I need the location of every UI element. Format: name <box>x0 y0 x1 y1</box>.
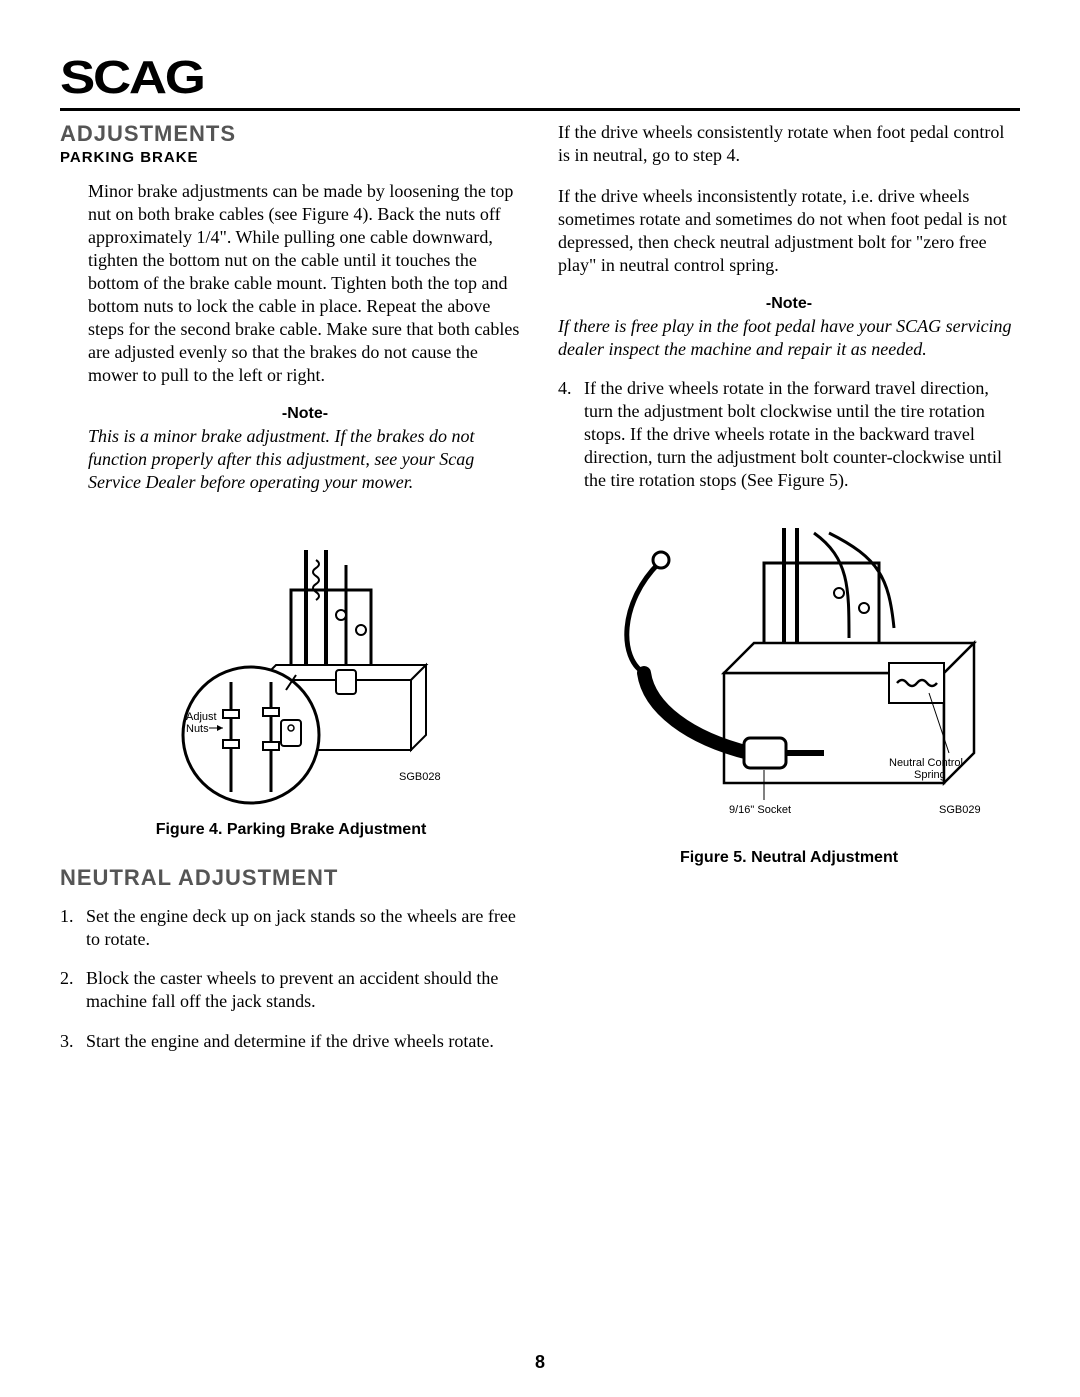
two-column-layout: ADJUSTMENTS PARKING BRAKE Minor brake ad… <box>60 121 1020 1053</box>
note-body-1: This is a minor brake adjustment. If the… <box>88 425 522 494</box>
note-heading-2: -Note- <box>558 295 1020 313</box>
heading-adjustments: ADJUSTMENTS <box>60 121 522 147</box>
figure-4-svg: Adjust Nuts SGB028 <box>131 510 451 810</box>
figure-4: Adjust Nuts SGB028 Figure 4. Parking Bra… <box>60 510 522 839</box>
page-number: 8 <box>0 1352 1080 1373</box>
figure-5-caption: Figure 5. Neutral Adjustment <box>558 849 1020 867</box>
header-rule <box>60 108 1020 111</box>
step-4: If the drive wheels rotate in the forwar… <box>576 377 1020 492</box>
section-neutral-adjustment: NEUTRAL ADJUSTMENT Set the engine deck u… <box>60 865 522 1052</box>
fig5-label-socket: 9/16" Socket <box>729 804 791 816</box>
figure-4-caption: Figure 4. Parking Brake Adjustment <box>60 821 522 839</box>
fig4-label-adjust: Adjust <box>186 711 217 723</box>
fig4-label-nuts: Nuts <box>186 723 209 735</box>
figure-5: Neutral Control Spring 9/16" Socket SGB0… <box>558 508 1020 867</box>
step-2: Block the caster wheels to prevent an ac… <box>78 967 522 1013</box>
neutral-steps-cont: If the drive wheels rotate in the forwar… <box>558 377 1020 492</box>
step-4-block: If the drive wheels rotate in the forwar… <box>558 377 1020 492</box>
fig4-code: SGB028 <box>399 771 441 783</box>
subheading-parking-brake: PARKING BRAKE <box>60 149 522 166</box>
right-top: If the drive wheels consistently rotate … <box>558 121 1020 277</box>
fig5-code: SGB029 <box>939 804 981 816</box>
section-adjustments: ADJUSTMENTS PARKING BRAKE Minor brake ad… <box>60 121 522 387</box>
step-1: Set the engine deck up on jack stands so… <box>78 905 522 951</box>
brand-logo: SCAG <box>60 50 1080 104</box>
fig5-label-spring1: Neutral Control <box>889 757 963 769</box>
note-body-2: If there is free play in the foot pedal … <box>558 315 1020 361</box>
fig5-label-spring2: Spring <box>914 769 946 781</box>
note-block-1: -Note- This is a minor brake adjustment.… <box>88 405 522 494</box>
note-heading-1: -Note- <box>88 405 522 423</box>
parking-brake-paragraph: Minor brake adjustments can be made by l… <box>88 180 522 387</box>
right-para-1: If the drive wheels consistently rotate … <box>558 121 1020 167</box>
right-para-2: If the drive wheels inconsistently rotat… <box>558 185 1020 277</box>
page: SCAG ADJUSTMENTS PARKING BRAKE Minor bra… <box>0 0 1080 1397</box>
heading-neutral-adjustment: NEUTRAL ADJUSTMENT <box>60 865 522 891</box>
note-block-2: -Note- If there is free play in the foot… <box>558 295 1020 361</box>
figure-5-svg: Neutral Control Spring 9/16" Socket SGB0… <box>589 508 989 838</box>
step-3: Start the engine and determine if the dr… <box>78 1030 522 1053</box>
neutral-steps: Set the engine deck up on jack stands so… <box>60 905 522 1052</box>
